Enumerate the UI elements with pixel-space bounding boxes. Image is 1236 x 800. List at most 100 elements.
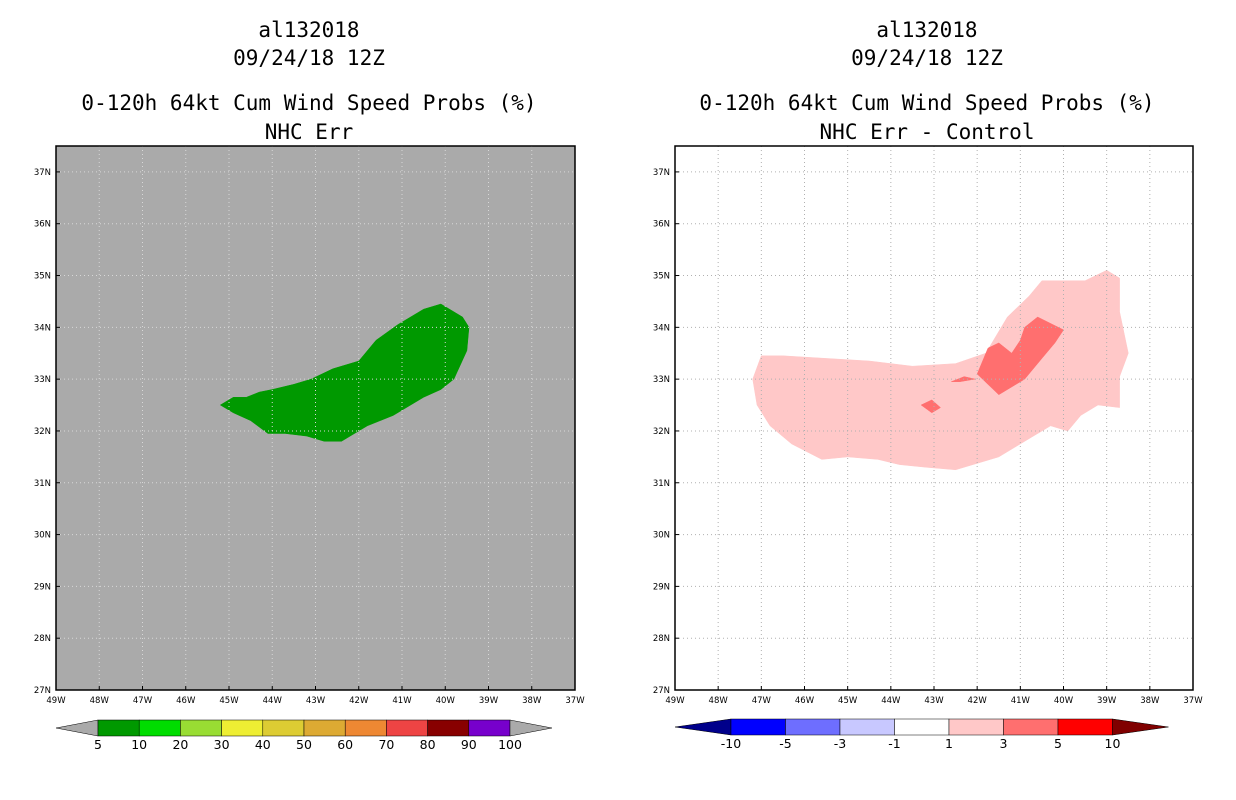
lon-tick-label: 37W [1183,696,1203,706]
lat-tick-label: 33N [34,375,51,385]
colorbar-label: 100 [498,737,522,752]
difference-map: 49W 48W 47W 46W 45W 44W 43W 42W 41W 40W 39W 38W 37W 2… [653,145,1203,751]
colorbar-label: 5 [94,737,102,752]
colorbar-label: 70 [378,737,394,752]
colorbar-swatch [785,718,841,736]
colorbar-low-cap [55,719,99,737]
lon-tick-label: 43W [306,696,326,706]
colorbar-swatch [386,719,428,737]
colorbar-swatch [948,718,1004,736]
colorbar-swatch [894,718,950,736]
colorbar-label: -10 [721,736,741,751]
colorbar-label: 50 [296,737,312,752]
colorbar-label: 10 [1105,736,1121,751]
lon-tick-label: 45W [838,696,858,706]
lat-tick-label: 30N [653,531,670,541]
lat-tick-label: 28N [34,634,51,644]
colorbar-label: 10 [131,737,147,752]
lat-tick-label: 37N [34,168,51,178]
colorbar-swatch [221,719,264,737]
lat-tick-label: 31N [653,479,670,489]
contour-3-5 [920,399,941,414]
lon-tick-label: 40W [1054,696,1074,706]
lon-tick-label: 42W [968,696,988,706]
colorbar-label: 40 [255,737,271,752]
lon-tick-label: 43W [924,696,944,706]
lon-tick-label: 37W [565,696,585,706]
lat-tick-label: 34N [653,323,670,333]
lat-tick-label: 31N [34,479,51,489]
colorbar-label: 90 [461,737,477,752]
colorbar-label: 60 [337,737,353,752]
lon-tick-label: 49W [665,696,685,706]
lon-tick-label: 44W [881,696,901,706]
probability-map: 49W 48W 47W 46W 45W 44W 43W 42W 41W 40W 39W 38W 37W 2… [34,145,585,752]
subtitle: NHC Err - Control [819,120,1035,144]
colorbar-swatch [180,719,222,737]
colorbar-label: -3 [834,736,846,751]
lat-tick-label: 27N [34,686,51,696]
colorbar-label: 80 [420,737,436,752]
lon-tick-label: 40W [436,696,456,706]
lon-tick-label: 49W [46,696,66,706]
storm-id-title: al132018 [258,18,360,42]
colorbar-label: 20 [172,737,188,752]
lat-tick-label: 32N [653,427,670,437]
lat-tick-label: 29N [653,582,670,592]
colorbar-swatch [138,719,181,737]
lon-tick-label: 47W [133,696,153,706]
lon-tick-label: 48W [709,696,729,706]
lon-tick-label: 38W [1140,696,1160,706]
colorbar-swatch [468,719,511,737]
lon-tick-label: 44W [263,696,283,706]
date-title: 09/24/18 12Z [233,46,385,70]
colorbar-swatch [97,719,140,737]
lat-tick-label: 35N [34,272,51,282]
lon-tick-label: 39W [479,696,499,706]
plot-frame [674,145,1194,691]
colorbar-label: -5 [779,736,791,751]
colorbar-swatch [1057,718,1113,736]
lon-tick-label: 42W [349,696,369,706]
storm-id-title: al132018 [876,18,978,42]
lat-tick-label: 35N [653,272,670,282]
lat-tick-label: 34N [34,323,51,333]
lat-tick-label: 36N [653,220,670,230]
lat-tick-label: 28N [653,634,670,644]
lon-tick-label: 45W [219,696,239,706]
colorbar-low-cap [674,718,732,736]
colorbar-swatch [344,719,387,737]
colorbar-swatch [730,718,786,736]
date-title: 09/24/18 12Z [851,46,1003,70]
lat-tick-label: 37N [653,168,670,178]
colorbar-swatch [262,719,305,737]
colorbar-label: -1 [888,736,900,751]
colorbar-high-cap [509,719,553,737]
lat-tick-label: 36N [34,220,51,230]
lat-tick-label: 29N [34,582,51,592]
colorbar-swatch [427,719,470,737]
lon-tick-label: 41W [392,696,412,706]
lon-tick-label: 48W [90,696,110,706]
lat-tick-label: 32N [34,427,51,437]
lon-tick-label: 46W [176,696,196,706]
lon-tick-label: 47W [752,696,772,706]
colorbar-label: 5 [1054,736,1062,751]
product-title: 0-120h 64kt Cum Wind Speed Probs (%) [699,91,1155,115]
plot-frame [55,145,576,691]
colorbar-high-cap [1112,718,1169,736]
colorbar-swatch [303,719,346,737]
colorbar-swatch [1003,718,1059,736]
subtitle: NHC Err [264,120,354,144]
lon-tick-label: 46W [795,696,815,706]
panel-nhc-err: al132018 09/24/18 12Z 0-120h 64kt Cum Wi… [34,18,585,752]
lon-tick-label: 39W [1097,696,1117,706]
colorbar-label: 30 [214,737,230,752]
lat-tick-label: 33N [653,375,670,385]
lat-tick-label: 30N [34,531,51,541]
lon-tick-label: 41W [1011,696,1031,706]
colorbar-label: 1 [945,736,953,751]
product-title: 0-120h 64kt Cum Wind Speed Probs (%) [81,91,537,115]
panel-nhc-err-minus-control: al132018 09/24/18 12Z 0-120h 64kt Cum Wi… [618,0,1236,800]
lon-tick-label: 38W [522,696,542,706]
